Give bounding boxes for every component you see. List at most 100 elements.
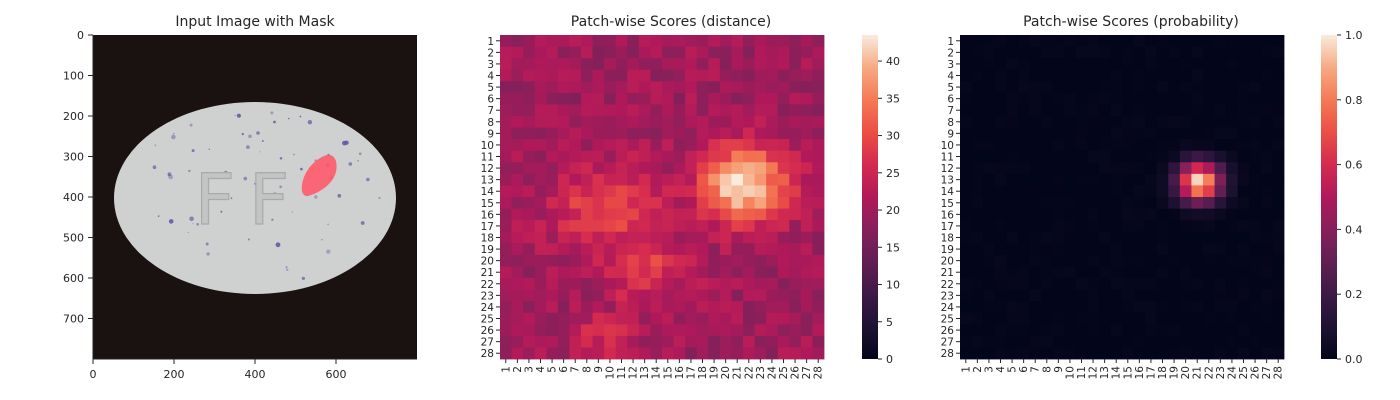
- x-tick-label: 25: [1238, 366, 1250, 379]
- heatmap-cell: [1249, 289, 1262, 302]
- heatmap-cell: [546, 150, 559, 163]
- heatmap-cell: [1122, 81, 1134, 94]
- heatmap-cell: [685, 58, 698, 71]
- heatmap-cell: [971, 347, 984, 360]
- heatmap-cell: [994, 324, 1007, 337]
- heatmap-cell: [1041, 208, 1053, 221]
- heatmap-cell: [1064, 35, 1077, 47]
- heatmap-cell: [546, 301, 559, 314]
- heatmap-cell: [696, 254, 709, 267]
- heatmap-cell: [800, 92, 813, 105]
- heatmap-cell: [511, 139, 524, 152]
- heatmap-cell: [754, 289, 767, 302]
- heatmap-cell: [1145, 139, 1158, 152]
- heatmap-cell: [569, 197, 582, 209]
- heatmap-cell: [777, 162, 790, 175]
- heatmap-cell: [1064, 278, 1077, 290]
- heatmap-cell: [1006, 92, 1019, 105]
- heatmap-cell: [754, 173, 767, 186]
- heatmap-cell: [534, 312, 547, 325]
- heatmap-cell: [1179, 197, 1192, 209]
- heatmap-cell: [1006, 208, 1019, 221]
- heatmap-cell: [777, 231, 790, 244]
- heatmap-cell: [812, 208, 825, 221]
- heatmap-cell: [731, 231, 744, 244]
- heatmap-cell: [511, 127, 524, 140]
- y-tick-label: 26: [941, 325, 955, 337]
- heatmap-cell: [581, 197, 593, 209]
- heatmap-cell: [800, 150, 813, 163]
- heatmap-cell: [604, 139, 617, 152]
- colorbar-tick-label: 5: [886, 316, 893, 329]
- heatmap-cell: [971, 173, 984, 186]
- heatmap-cell: [1041, 81, 1053, 94]
- heatmap-cell: [557, 69, 570, 82]
- heatmap-cell: [696, 81, 709, 94]
- colorbar-ticks: 0.00.20.40.60.81.0: [1337, 29, 1363, 366]
- heatmap-cell: [1006, 81, 1019, 94]
- x-tick-label: 6: [1018, 366, 1030, 373]
- heatmap-cell: [1122, 266, 1134, 279]
- x-tick-label: 7: [570, 366, 582, 373]
- colorbar: [862, 35, 878, 359]
- heatmap-cell: [777, 81, 790, 94]
- heatmap-cell: [719, 347, 732, 360]
- heatmap-cell: [983, 116, 996, 128]
- heatmap-cell: [1029, 347, 1042, 360]
- heatmap-cell: [719, 231, 732, 244]
- heatmap-cell: [615, 46, 628, 59]
- heatmap-cell: [1133, 46, 1146, 59]
- y-tick-label: 22: [481, 279, 494, 291]
- heatmap-cell: [789, 347, 802, 360]
- heatmap-cell: [719, 197, 732, 209]
- heatmap-cell: [1006, 301, 1019, 314]
- heatmap-cell: [662, 254, 674, 267]
- heatmap-cell: [662, 46, 674, 59]
- heatmap-cell: [708, 278, 721, 290]
- heatmap-cell: [1226, 197, 1239, 209]
- heatmap-cell: [1122, 92, 1134, 105]
- heatmap-cell: [743, 162, 755, 175]
- heatmap-cell: [638, 278, 651, 290]
- heatmap-cell: [1272, 139, 1285, 152]
- heatmap-cell: [1110, 69, 1123, 82]
- heatmap-cell: [719, 312, 732, 325]
- heatmap-cell: [685, 243, 698, 256]
- heatmap-cell: [1041, 231, 1053, 244]
- heatmap-cell: [1098, 266, 1111, 279]
- heatmap-cell: [1203, 127, 1215, 140]
- heatmap-cell: [581, 208, 593, 221]
- heatmap-cell: [1133, 150, 1146, 163]
- heatmap-cell: [789, 69, 802, 82]
- heatmap-cell: [1098, 162, 1111, 175]
- heatmap-cell: [960, 301, 972, 314]
- x-tick-label: 9: [593, 366, 605, 373]
- heatmap-cell: [557, 35, 570, 47]
- x-tick-label: 15: [1122, 366, 1134, 379]
- heatmap-cell: [719, 104, 732, 117]
- heatmap-cell: [708, 185, 721, 198]
- y-tick-label: 8: [947, 117, 954, 129]
- heatmap-cell: [1064, 289, 1077, 302]
- heatmap-cell: [534, 254, 547, 267]
- speckle: [191, 149, 195, 153]
- heatmap-cell: [592, 35, 605, 47]
- heatmap-cell: [800, 185, 813, 198]
- heatmap-cell: [1191, 208, 1204, 221]
- speckle: [256, 131, 260, 135]
- heatmap-cell: [581, 231, 593, 244]
- heatmap-cell: [650, 243, 663, 256]
- heatmap-cell: [1041, 127, 1053, 140]
- heatmap-cell: [1052, 92, 1065, 105]
- heatmap-cell: [1052, 254, 1065, 267]
- heatmap-cell: [546, 266, 559, 279]
- heatmap-cell: [685, 69, 698, 82]
- heatmap-cell: [1098, 139, 1111, 152]
- heatmap-cell: [994, 231, 1007, 244]
- x-tick-label: 21: [732, 366, 744, 379]
- heatmap-cell: [1017, 139, 1030, 152]
- heatmap-cell: [971, 243, 984, 256]
- heatmap-cell: [1064, 208, 1077, 221]
- heatmap-cell: [1133, 69, 1146, 82]
- heatmap-cell: [731, 208, 744, 221]
